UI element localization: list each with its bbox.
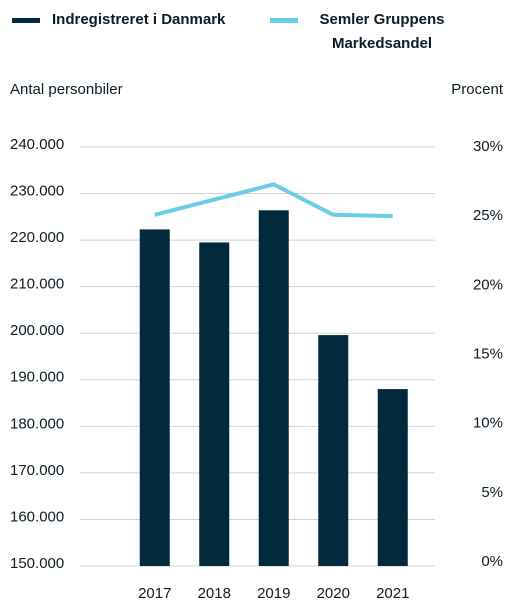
y2-tick-label: 0%: [481, 553, 503, 570]
y-axis-label: Antal personbiler: [10, 81, 123, 98]
legend-swatch: [12, 18, 40, 23]
bar: [318, 335, 349, 566]
legend-label: Indregistreret i Danmark: [52, 11, 226, 28]
y-tick-label: 240.000: [10, 136, 64, 153]
y2-axis-label: Procent: [451, 81, 504, 98]
bar: [139, 229, 170, 567]
y-tick-label: 160.000: [10, 508, 64, 525]
y2-tick-label: 20%: [473, 276, 503, 293]
y2-tick-label: 25%: [473, 207, 503, 224]
x-tick-label: 2021: [376, 585, 409, 602]
y-tick-label: 210.000: [10, 276, 64, 293]
x-tick-label: 2018: [198, 585, 231, 602]
y-tick-label: 190.000: [10, 369, 64, 386]
bar: [258, 210, 289, 566]
y2-tick-label: 15%: [473, 345, 503, 362]
x-tick-label: 2017: [138, 585, 171, 602]
x-tick-label: 2019: [257, 585, 290, 602]
y2-tick-label: 5%: [481, 484, 503, 501]
y-tick-label: 150.000: [10, 555, 64, 572]
bar: [199, 242, 230, 566]
y-tick-label: 170.000: [10, 462, 64, 479]
y-tick-label: 200.000: [10, 322, 64, 339]
y-tick-label: 180.000: [10, 415, 64, 432]
y2-tick-label: 10%: [473, 415, 503, 432]
bar: [377, 389, 408, 566]
legend-swatch: [270, 18, 298, 23]
line: [154, 182, 393, 219]
x-tick-label: 2020: [317, 585, 350, 602]
legend-label: Semler Gruppens Markedsandel: [319, 11, 445, 52]
y2-tick-label: 30%: [473, 138, 503, 155]
y-tick-label: 230.000: [10, 183, 64, 200]
y-tick-label: 220.000: [10, 229, 64, 246]
